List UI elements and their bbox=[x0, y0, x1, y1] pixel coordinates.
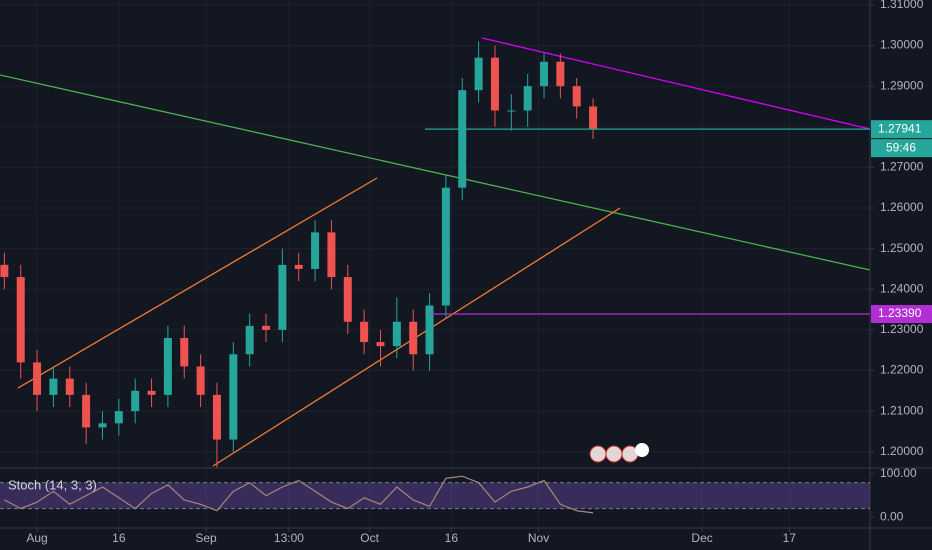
candle-body bbox=[49, 378, 58, 395]
candle-body bbox=[163, 338, 172, 395]
candle-body bbox=[114, 411, 123, 424]
candle-body bbox=[196, 366, 205, 395]
candle-body bbox=[490, 57, 499, 111]
candle-body bbox=[474, 57, 483, 91]
candle-body bbox=[507, 110, 516, 112]
candle-body bbox=[311, 232, 320, 269]
candle-body bbox=[360, 321, 369, 343]
y-tick-label: 1.22000 bbox=[880, 363, 924, 377]
countdown-box bbox=[871, 139, 932, 158]
candle-body bbox=[425, 305, 434, 355]
x-tick-label: 16 bbox=[112, 531, 126, 545]
y-tick-label: 1.31000 bbox=[880, 0, 924, 11]
candle-body bbox=[441, 187, 450, 306]
x-tick-label: Aug bbox=[26, 531, 47, 545]
y-tick-label: 1.29000 bbox=[880, 78, 924, 92]
y-tick-label: 1.24000 bbox=[880, 281, 924, 295]
candle-body bbox=[278, 264, 287, 330]
price-label: 1.23390 bbox=[878, 306, 922, 320]
event-badges bbox=[589, 443, 649, 463]
y-tick-label: 0.00 bbox=[880, 509, 904, 523]
candle-body bbox=[98, 423, 107, 428]
candle-body bbox=[33, 362, 42, 395]
candle-body bbox=[343, 277, 352, 322]
indicator-title: Stoch (14, 3, 3) bbox=[8, 477, 97, 492]
candle-body bbox=[229, 354, 238, 440]
candle-body bbox=[82, 394, 91, 428]
axes: 1.20000 1.21000 1.22000 1.23000 1.24000 1.250… bbox=[26, 0, 932, 545]
triangle-line bbox=[481, 37, 871, 130]
y-tick-label: 1.21000 bbox=[880, 403, 924, 417]
stoch-band bbox=[0, 482, 870, 509]
y-tick-label: 1.20000 bbox=[880, 444, 924, 458]
candle-body bbox=[180, 338, 189, 367]
y-tick-label: 1.27000 bbox=[880, 160, 924, 174]
candle-body bbox=[262, 325, 271, 330]
x-tick-label: Dec bbox=[691, 531, 712, 545]
candle-body bbox=[294, 264, 303, 269]
candle-body bbox=[392, 321, 401, 347]
x-tick-label: Sep bbox=[195, 531, 217, 545]
badge bbox=[589, 445, 607, 463]
candle-body bbox=[212, 394, 221, 440]
candle-body bbox=[0, 264, 9, 278]
candle-body bbox=[245, 325, 254, 355]
y-tick-label: 1.25000 bbox=[880, 241, 924, 255]
countdown: 59:46 bbox=[886, 140, 916, 154]
y-tick-label: 100.00 bbox=[880, 466, 917, 480]
stochastic-pane bbox=[0, 475, 870, 514]
candle-body bbox=[147, 390, 156, 395]
y-tick-label: 1.30000 bbox=[880, 38, 924, 52]
y-tick-label: 1.26000 bbox=[880, 200, 924, 214]
candle-body bbox=[327, 232, 336, 278]
candle-body bbox=[458, 90, 467, 188]
candle-body bbox=[409, 321, 418, 355]
candle-body bbox=[376, 342, 385, 347]
badge bbox=[605, 445, 623, 463]
candle-body bbox=[16, 277, 25, 363]
stoch-line bbox=[4, 475, 594, 514]
grid bbox=[0, 0, 870, 528]
badge bbox=[635, 443, 649, 457]
y-tick-label: 1.23000 bbox=[880, 322, 924, 336]
x-tick-label: 17 bbox=[783, 531, 797, 545]
candles bbox=[0, 41, 598, 468]
trend-line bbox=[0, 74, 871, 271]
x-tick-label: Oct bbox=[360, 531, 379, 545]
price-label-box bbox=[871, 120, 932, 139]
x-tick-label: Nov bbox=[528, 531, 549, 545]
candle-body bbox=[540, 61, 549, 87]
candle-body bbox=[556, 61, 565, 87]
x-tick-label: 16 bbox=[445, 531, 459, 545]
channel-line bbox=[17, 177, 378, 389]
candle-body bbox=[131, 390, 140, 412]
candle-body bbox=[589, 106, 598, 130]
candle-body bbox=[572, 86, 581, 107]
candle-body bbox=[65, 378, 74, 395]
candle-body bbox=[523, 86, 532, 111]
x-tick-label: 13:00 bbox=[274, 531, 304, 545]
price-label: 1.27941 bbox=[878, 121, 922, 135]
price-label-box bbox=[871, 305, 932, 324]
